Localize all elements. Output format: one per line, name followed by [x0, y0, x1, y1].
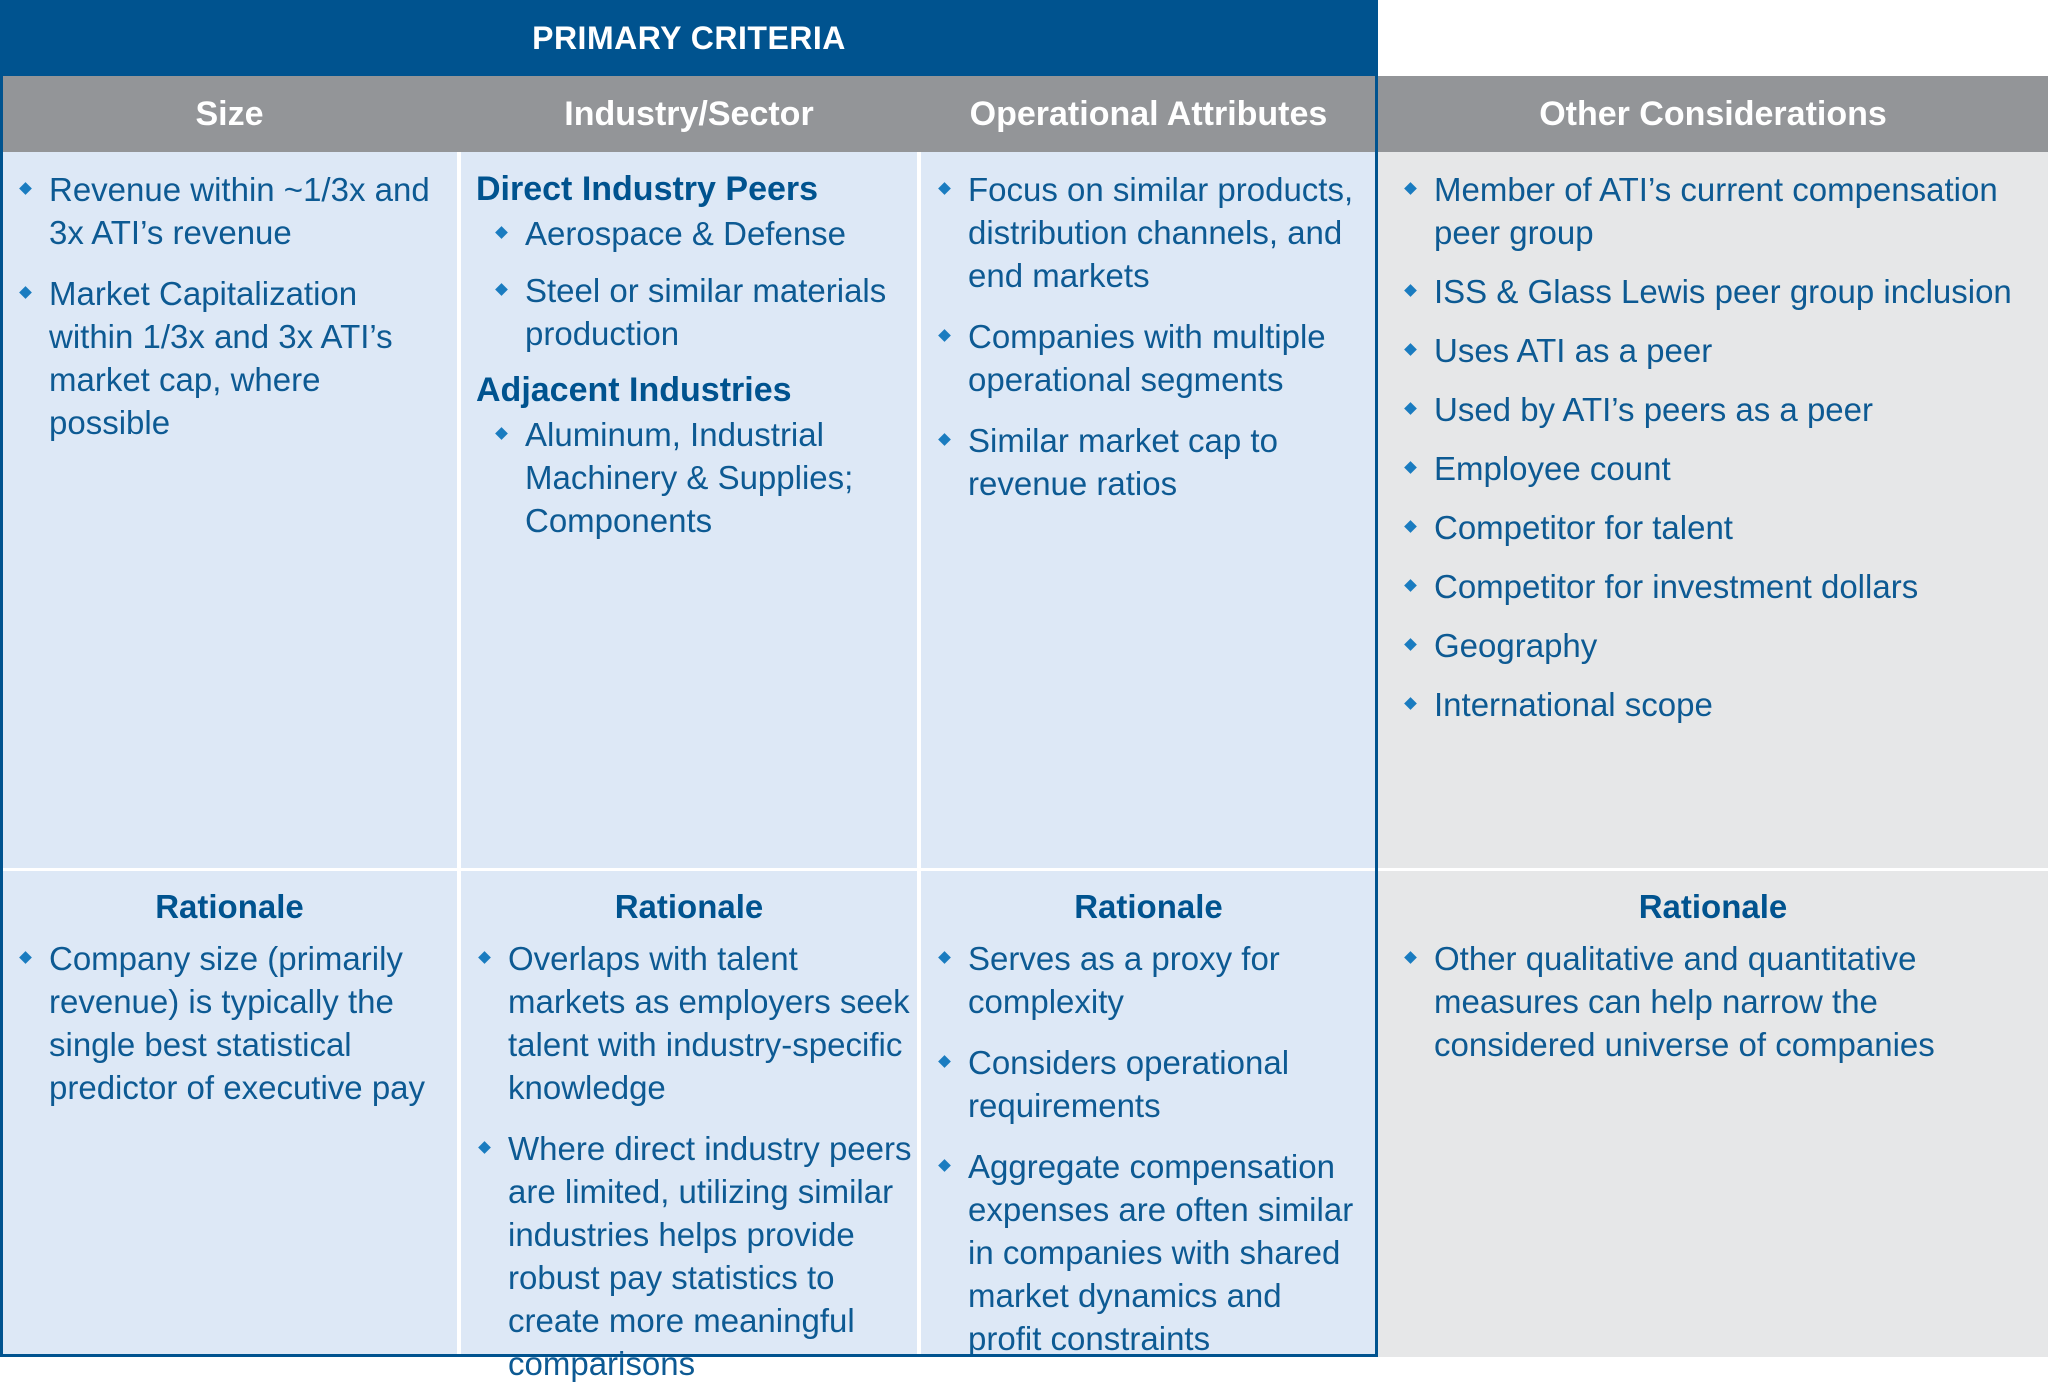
row-divider: [1378, 868, 2048, 871]
list-item: Geography: [1385, 624, 2038, 667]
size-rationale-list: Company size (primarily revenue) is typi…: [0, 937, 459, 1109]
size-header-label: Size: [195, 94, 264, 133]
diamond-bullet-icon: [938, 951, 951, 964]
diamond-bullet-icon: [478, 951, 491, 964]
row-divider: [459, 868, 919, 871]
other-rationale-cell: Rationale Other qualitative and quantita…: [1378, 871, 2048, 1357]
diamond-bullet-icon: [495, 226, 508, 239]
other-rationale-list: Other qualitative and quantitative measu…: [1378, 937, 2048, 1066]
diamond-bullet-icon: [19, 951, 32, 964]
industry-rationale-list: Overlaps with talent markets as employer…: [459, 937, 919, 1385]
column-divider: [917, 152, 921, 1357]
list-item: Aluminum, Industrial Machinery & Supplie…: [459, 413, 909, 542]
row-divider: [919, 868, 1378, 871]
criteria-table: Size Revenue within ~1/3x and 3x ATI’s r…: [0, 76, 2048, 1382]
diamond-bullet-icon: [19, 286, 32, 299]
rationale-title: Rationale: [1074, 888, 1223, 925]
rationale-title: Rationale: [614, 888, 764, 925]
list-item: Employee count: [1385, 447, 2038, 490]
diamond-bullet-icon: [1404, 343, 1417, 356]
list-item: Company size (primarily revenue) is typi…: [0, 937, 449, 1109]
diamond-bullet-icon: [478, 1141, 491, 1154]
size-criteria-cell: Revenue within ~1/3x and 3x ATI’s revenu…: [0, 152, 459, 868]
diamond-bullet-icon: [1404, 951, 1417, 964]
size-rationale-cell: Rationale Company size (primarily revenu…: [0, 871, 459, 1357]
list-item: Serves as a proxy for complexity: [919, 937, 1364, 1023]
list-item: Overlaps with talent markets as employer…: [459, 937, 915, 1109]
diamond-bullet-icon: [938, 433, 951, 446]
diamond-bullet-icon: [1404, 402, 1417, 415]
row-divider: [0, 868, 459, 871]
industry-rationale-cell: Rationale Overlaps with talent markets a…: [459, 871, 919, 1382]
list-item: Focus on similar products, distribution …: [919, 168, 1364, 297]
list-item: ISS & Glass Lewis peer group inclusion: [1385, 270, 2038, 313]
operational-criteria-cell: Focus on similar products, distribution …: [919, 152, 1378, 868]
diamond-bullet-icon: [938, 329, 951, 342]
list-item: Competitor for investment dollars: [1385, 565, 2038, 608]
list-item: Steel or similar materials production: [459, 269, 909, 355]
list-item: Market Capitalization within 1/3x and 3x…: [0, 272, 449, 444]
other-criteria-cell: Member of ATI’s current compensation pee…: [1378, 152, 2048, 868]
diamond-bullet-icon: [938, 182, 951, 195]
rationale-title: Rationale: [1638, 888, 1788, 925]
diamond-bullet-icon: [1404, 284, 1417, 297]
adjacent-industries-title: Adjacent Industries: [476, 371, 792, 409]
operational-criteria-list: Focus on similar products, distribution …: [919, 168, 1378, 505]
operational-column: Operational Attributes Focus on similar …: [919, 76, 1378, 1357]
primary-criteria-banner: PRIMARY CRITERIA: [0, 0, 1378, 76]
direct-industry-peers-title: Direct Industry Peers: [476, 170, 819, 208]
column-divider: [457, 152, 461, 1357]
list-item: Where direct industry peers are limited,…: [459, 1127, 915, 1385]
banner-title: PRIMARY CRITERIA: [532, 19, 846, 56]
diamond-bullet-icon: [19, 182, 32, 195]
diamond-bullet-icon: [1404, 579, 1417, 592]
diamond-bullet-icon: [1404, 638, 1417, 651]
list-item: Used by ATI’s peers as a peer: [1385, 388, 2038, 431]
industry-column: Industry/Sector Direct Industry Peers Ae…: [459, 76, 919, 1382]
diamond-bullet-icon: [495, 427, 508, 440]
other-header-label: Other Considerations: [1539, 94, 1887, 133]
operational-header: Operational Attributes: [919, 76, 1378, 152]
industry-header: Industry/Sector: [459, 76, 919, 152]
industry-criteria-cell: Direct Industry Peers Aerospace & Defens…: [459, 152, 919, 868]
industry-header-label: Industry/Sector: [564, 94, 814, 133]
list-item: Competitor for talent: [1385, 506, 2038, 549]
diamond-bullet-icon: [1404, 182, 1417, 195]
operational-rationale-cell: Rationale Serves as a proxy for complexi…: [919, 871, 1378, 1357]
list-item: Revenue within ~1/3x and 3x ATI’s revenu…: [0, 168, 449, 254]
diamond-bullet-icon: [1404, 520, 1417, 533]
diamond-bullet-icon: [495, 283, 508, 296]
list-item: Aerospace & Defense: [459, 212, 909, 255]
rationale-title: Rationale: [155, 888, 304, 925]
diamond-bullet-icon: [1404, 461, 1417, 474]
diamond-bullet-icon: [1404, 697, 1417, 710]
other-criteria-list: Member of ATI’s current compensation pee…: [1378, 168, 2048, 726]
direct-peers-list: Aerospace & Defense Steel or similar mat…: [459, 212, 919, 355]
list-item: Considers operational requirements: [919, 1041, 1364, 1127]
diamond-bullet-icon: [938, 1055, 951, 1068]
size-header: Size: [0, 76, 459, 152]
other-header: Other Considerations: [1378, 76, 2048, 152]
list-item: Uses ATI as a peer: [1385, 329, 2038, 372]
other-considerations-column: Other Considerations Member of ATI’s cur…: [1378, 76, 2048, 1357]
diamond-bullet-icon: [938, 1159, 951, 1172]
operational-header-label: Operational Attributes: [969, 94, 1328, 133]
list-item: Aggregate compensation expenses are ofte…: [919, 1145, 1364, 1360]
list-item: Member of ATI’s current compensation pee…: [1385, 168, 2038, 254]
list-item: Similar market cap to revenue ratios: [919, 419, 1364, 505]
size-column: Size Revenue within ~1/3x and 3x ATI’s r…: [0, 76, 459, 1357]
adjacent-industries-list: Aluminum, Industrial Machinery & Supplie…: [459, 413, 919, 542]
size-criteria-list: Revenue within ~1/3x and 3x ATI’s revenu…: [0, 168, 459, 444]
list-item: Other qualitative and quantitative measu…: [1385, 937, 2008, 1066]
operational-rationale-list: Serves as a proxy for complexity Conside…: [919, 937, 1378, 1360]
list-item: Companies with multiple operational segm…: [919, 315, 1364, 401]
list-item: International scope: [1385, 683, 2038, 726]
